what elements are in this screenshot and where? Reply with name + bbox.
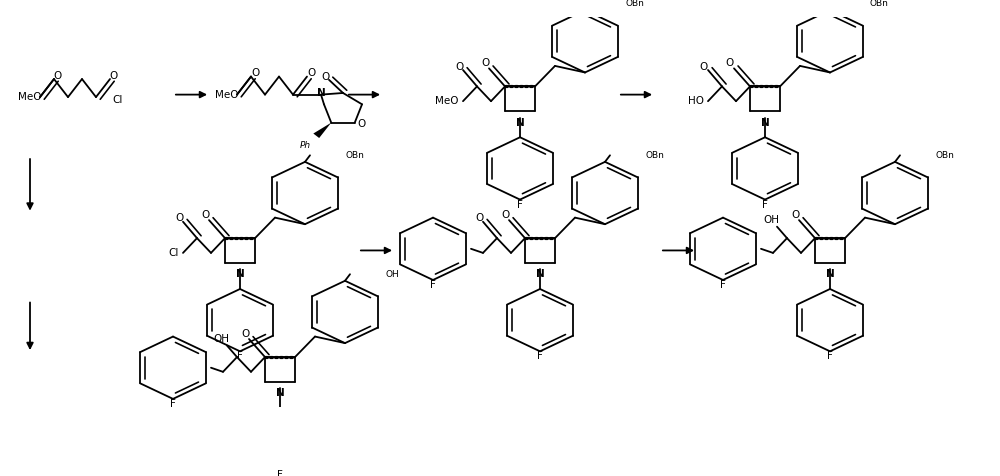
Text: F: F xyxy=(430,280,436,290)
Text: O: O xyxy=(321,71,329,81)
Text: F: F xyxy=(827,351,833,361)
Text: N: N xyxy=(317,88,325,98)
Text: O: O xyxy=(501,210,509,220)
Text: OH: OH xyxy=(385,270,399,279)
Text: O: O xyxy=(358,119,366,129)
Text: O: O xyxy=(307,68,315,78)
Text: F: F xyxy=(277,470,283,476)
Text: F: F xyxy=(537,351,543,361)
Text: F: F xyxy=(762,199,768,209)
Text: OH: OH xyxy=(213,334,229,344)
Text: O: O xyxy=(700,62,708,72)
Text: O: O xyxy=(241,329,249,339)
Text: MeO: MeO xyxy=(215,89,239,99)
Text: F: F xyxy=(517,199,523,209)
Text: OBn: OBn xyxy=(645,151,664,160)
Text: OBn: OBn xyxy=(935,151,954,160)
Text: O: O xyxy=(791,210,799,220)
Text: O: O xyxy=(481,59,489,69)
Text: O: O xyxy=(455,62,463,72)
Text: F: F xyxy=(720,280,726,290)
Text: O: O xyxy=(175,213,183,223)
Text: N: N xyxy=(761,118,769,128)
Text: OBn: OBn xyxy=(870,0,889,9)
Text: MeO: MeO xyxy=(436,96,459,106)
Text: O: O xyxy=(726,59,734,69)
Text: N: N xyxy=(516,118,524,128)
Text: O: O xyxy=(201,210,209,220)
Text: OBn: OBn xyxy=(625,0,644,9)
Text: N: N xyxy=(236,269,244,279)
Text: N: N xyxy=(826,269,834,279)
Text: F: F xyxy=(170,399,176,409)
Text: MeO: MeO xyxy=(18,92,42,102)
Text: N: N xyxy=(276,388,284,398)
Text: Cl: Cl xyxy=(169,248,179,258)
Text: N: N xyxy=(536,269,544,279)
Text: F: F xyxy=(237,351,243,361)
Text: O: O xyxy=(251,68,259,78)
Text: O: O xyxy=(110,71,118,81)
Text: Ph: Ph xyxy=(300,141,311,149)
Text: O: O xyxy=(54,71,62,81)
Text: HO: HO xyxy=(688,96,704,106)
Text: OH: OH xyxy=(763,215,779,225)
Polygon shape xyxy=(313,123,331,138)
Text: Cl: Cl xyxy=(112,95,122,105)
Text: O: O xyxy=(475,213,483,223)
Text: OBn: OBn xyxy=(345,151,364,160)
